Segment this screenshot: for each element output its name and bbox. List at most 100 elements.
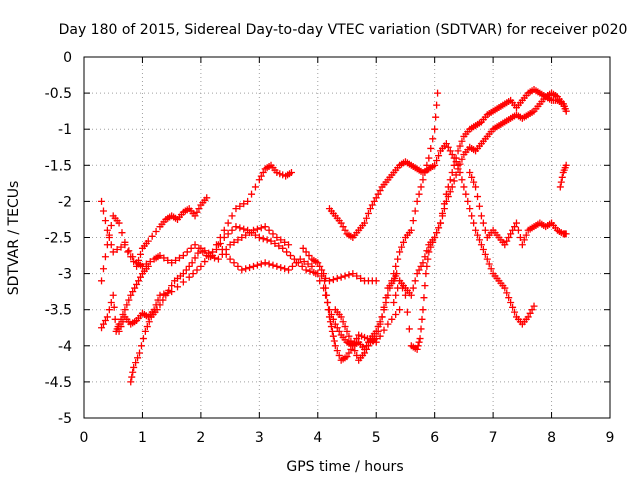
x-tick-label: 2 [196,430,205,446]
y-tick-label: -3 [58,267,72,283]
data-point [345,349,353,357]
data-point [431,234,439,241]
data-point [109,291,117,299]
data-point [156,301,164,309]
data-point [419,259,427,267]
data-point [452,154,460,162]
data-point [125,296,133,304]
data-point [285,241,293,249]
data-point [335,327,343,335]
data-point [99,320,107,328]
data-point [423,262,431,270]
axis-ticks [83,56,611,419]
data-point [162,291,170,299]
data-point [466,169,474,177]
data-point [520,236,528,244]
data-point [218,246,226,254]
y-tick-label: -5 [58,411,72,427]
data-point [182,266,190,274]
data-point [191,241,199,249]
data-point [516,234,524,241]
data-point [98,197,106,205]
data-point [454,165,462,173]
data-point [509,226,517,234]
data-point [456,160,464,168]
data-point [185,273,193,281]
data-point [458,176,466,184]
data-point [194,249,202,257]
data-point [446,188,454,196]
data-point [107,298,115,306]
data-point [448,183,456,191]
data-point [183,248,191,256]
data-point [470,178,478,186]
data-point [288,262,296,270]
data-point [212,246,220,254]
data-point [414,342,422,350]
data-point [483,255,491,263]
data-point [105,306,113,314]
data-point [501,241,509,249]
data-point [263,236,271,244]
data-point [99,207,107,215]
data-point [512,219,520,227]
data-point [403,308,411,316]
data-point [458,137,466,145]
data-point [452,171,460,179]
data-point [244,226,252,234]
data-point [144,262,152,270]
data-point [343,353,351,361]
data-point [191,254,199,262]
data-point [421,253,429,261]
data-point [433,156,441,164]
data-point [392,311,400,319]
y-axis-label: SDTVAR / TECUs [6,181,22,296]
data-point [399,238,407,246]
data-point [511,223,519,231]
data-point [474,193,482,201]
data-point [382,294,390,302]
data-point [228,226,236,234]
data-point [281,238,289,246]
data-point [238,234,246,241]
data-point [511,308,519,316]
data-point [246,264,254,272]
data-point [273,234,281,241]
data-point [320,270,328,278]
data-point [134,354,142,362]
data-point [136,250,144,258]
data-point [318,266,326,274]
data-point [339,223,347,231]
data-point [172,256,180,264]
data-point [136,273,144,281]
data-point [353,335,361,343]
data-point [405,325,413,333]
data-point [330,337,338,345]
data-point [479,246,487,254]
data-point [290,255,298,263]
data-point [417,325,425,333]
data-point [283,248,291,256]
data-point [146,258,154,266]
data-point [378,313,386,321]
data-point [530,302,538,310]
data-point [185,262,193,270]
data-point [416,335,424,343]
data-point [103,241,111,249]
data-point [423,247,431,255]
data-point [277,264,285,272]
data-point [384,320,392,328]
data-point [275,242,283,250]
data-point [343,327,351,335]
data-point [98,324,106,332]
data-point [368,201,376,209]
data-point [427,144,435,152]
data-point [287,169,295,177]
data-point [209,252,217,260]
data-point [415,266,423,274]
y-tick-label: -4 [58,339,72,355]
y-tick-label: -4.5 [45,375,72,391]
data-point [168,282,176,290]
y-tick-label: 0 [63,50,72,66]
data-point [485,260,493,268]
